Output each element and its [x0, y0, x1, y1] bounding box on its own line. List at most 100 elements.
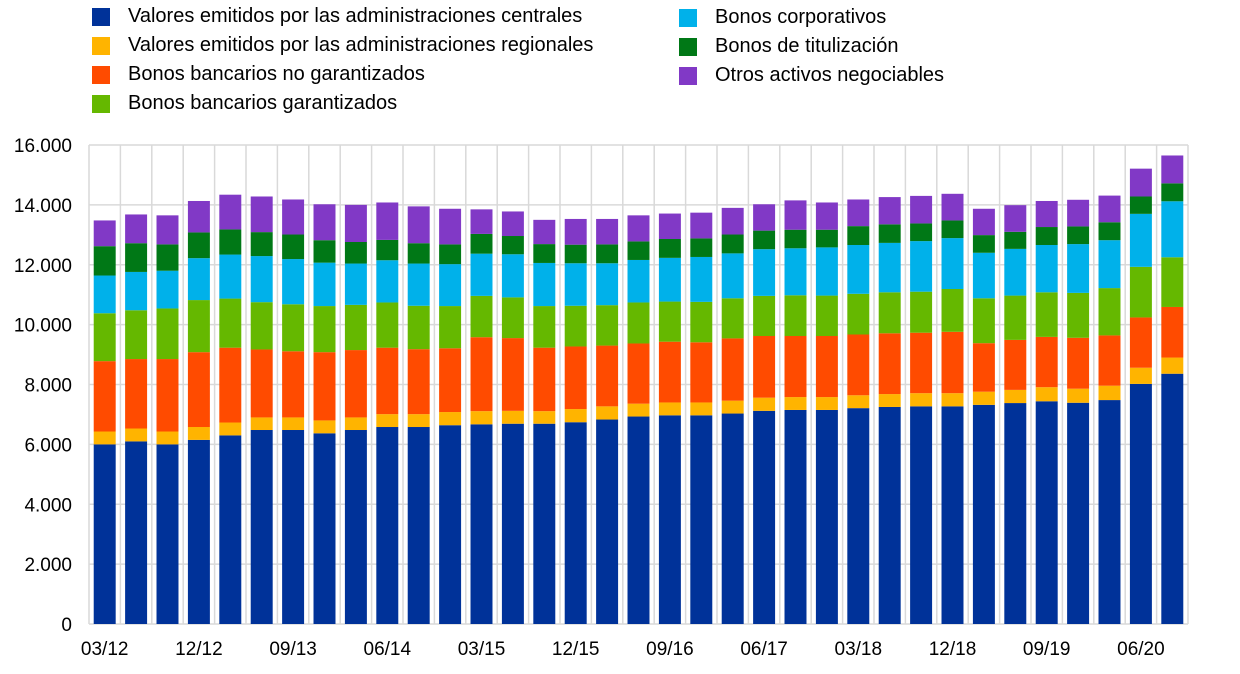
- legend-label: Bonos corporativos: [715, 6, 887, 28]
- bar-segment-09-20-s6: [1161, 155, 1184, 184]
- bar-segment-09-12-s5: [156, 244, 179, 271]
- bar-segment-03-20-s6: [1098, 195, 1121, 223]
- bar-segment-03-19-s6: [972, 208, 995, 236]
- bar-segment-06-12-s4: [125, 271, 148, 311]
- bar-segment-12-16-s6: [690, 212, 713, 239]
- bar-segment-12-19-s3: [1067, 292, 1090, 338]
- bar-segment-06-15-s3: [501, 297, 524, 339]
- y-tick-label: 16.000: [14, 136, 72, 157]
- bar-segment-03-18-s0: [847, 408, 870, 624]
- bar-segment-06-14-s2: [376, 347, 399, 415]
- bar-segment-03-15-s5: [470, 233, 493, 254]
- bar-segment-06-14-s1: [376, 414, 399, 428]
- bar-segment-06-19-s3: [1004, 295, 1027, 340]
- bar-segment-09-17-s1: [784, 397, 807, 410]
- bar-segment-06-18-s3: [878, 292, 901, 334]
- bar-segment-09-15-s6: [533, 219, 556, 245]
- bar-segment-12-18-s4: [941, 238, 964, 289]
- bar-segment-12-17-s6: [815, 202, 838, 230]
- bar-segment-12-12-s4: [187, 258, 210, 301]
- bar-segment-06-20-s3: [1129, 266, 1152, 318]
- bar-segment-06-15-s6: [501, 211, 524, 237]
- bar-segment-12-19-s2: [1067, 337, 1090, 389]
- bar-segment-12-18-s2: [941, 331, 964, 394]
- bar-segment-03-16-s5: [596, 244, 619, 264]
- bar-segment-09-16-s6: [658, 213, 681, 240]
- bar-segment-09-14-s5: [407, 243, 430, 264]
- x-tick-label: 06/14: [364, 639, 412, 660]
- bar-segment-06-13-s6: [250, 196, 273, 233]
- bar-segment-03-19-s2: [972, 343, 995, 392]
- y-tick-label: 2.000: [24, 555, 72, 576]
- y-tick-label: 10.000: [14, 316, 72, 337]
- bar-segment-09-16-s0: [658, 415, 681, 624]
- legend-label: Bonos bancarios garantizados: [128, 92, 398, 114]
- bar-segment-06-12-s5: [125, 243, 148, 272]
- bar-segment-06-16-s2: [627, 343, 650, 404]
- bar-segment-03-12-s3: [93, 313, 116, 362]
- bar-segment-06-19-s5: [1004, 231, 1027, 249]
- bar-segment-06-16-s6: [627, 215, 650, 242]
- bar-segment-12-19-s1: [1067, 388, 1090, 403]
- bar-segment-06-17-s5: [753, 230, 776, 250]
- bar-segment-09-13-s4: [282, 259, 305, 305]
- bar-segment-03-14-s0: [344, 430, 367, 624]
- bar-segment-09-16-s3: [658, 301, 681, 342]
- bar-segment-09-18-s3: [910, 291, 933, 333]
- bar-segment-06-14-s6: [376, 202, 399, 240]
- bar-segment-03-12-s2: [93, 361, 116, 432]
- bar-segment-12-16-s1: [690, 402, 713, 416]
- bar-segment-12-17-s0: [815, 409, 838, 624]
- bar-segment-09-19-s5: [1035, 227, 1058, 245]
- bar-segment-03-14-s5: [344, 241, 367, 264]
- legend-label: Bonos bancarios no garantizados: [128, 63, 425, 85]
- x-tick-label: 03/18: [835, 639, 883, 660]
- x-tick-label: 03/15: [458, 639, 506, 660]
- bar-segment-06-12-s0: [125, 441, 148, 624]
- bar-segment-06-15-s0: [501, 423, 524, 624]
- bar-segment-06-14-s3: [376, 302, 399, 348]
- bar-segment-12-12-s2: [187, 352, 210, 428]
- y-tick-label: 4.000: [24, 495, 72, 516]
- bar-segment-03-16-s2: [596, 345, 619, 407]
- bar-segment-09-17-s5: [784, 229, 807, 249]
- bar-segment-03-13-s0: [219, 435, 242, 624]
- bar-segment-03-20-s1: [1098, 385, 1121, 401]
- bar-segment-09-15-s0: [533, 423, 556, 624]
- bar-segment-06-17-s0: [753, 410, 776, 624]
- bar-segment-03-17-s5: [721, 234, 744, 254]
- bar-segment-06-18-s1: [878, 394, 901, 407]
- bar-segment-12-15-s0: [564, 422, 587, 624]
- bar-segment-09-14-s4: [407, 263, 430, 306]
- bar-segment-06-15-s4: [501, 254, 524, 298]
- x-tick-label: 03/12: [81, 639, 129, 660]
- bar-segment-09-15-s3: [533, 306, 556, 348]
- bar-segment-09-15-s1: [533, 411, 556, 424]
- bar-segment-06-15-s5: [501, 236, 524, 255]
- bar-segment-03-20-s5: [1098, 222, 1121, 241]
- bar-segment-12-13-s6: [313, 204, 336, 241]
- bar-segment-09-14-s3: [407, 305, 430, 350]
- bar-segment-03-13-s6: [219, 194, 242, 230]
- bar-segment-12-13-s5: [313, 240, 336, 263]
- legend-item-regional: Valores emitidos por las administracione…: [92, 34, 593, 57]
- legend-item-other: Otros activos negociables: [679, 64, 944, 87]
- y-tick-label: 8.000: [24, 376, 72, 397]
- bar-segment-03-19-s4: [972, 252, 995, 299]
- bar-segment-12-12-s0: [187, 439, 210, 624]
- bar-segment-12-15-s1: [564, 409, 587, 423]
- legend-swatch: [679, 66, 697, 85]
- x-tick-label: 12/12: [175, 639, 223, 660]
- bar-segment-03-14-s2: [344, 350, 367, 418]
- bar-segment-12-19-s4: [1067, 244, 1090, 293]
- bar-segment-03-17-s2: [721, 338, 744, 401]
- bar-segment-06-13-s1: [250, 417, 273, 431]
- bar-segment-09-20-s3: [1161, 257, 1184, 307]
- bar-segment-03-19-s0: [972, 404, 995, 624]
- bar-segment-03-17-s3: [721, 298, 744, 339]
- bar-segment-03-12-s0: [93, 444, 116, 624]
- bar-segment-12-14-s2: [439, 348, 462, 413]
- bar-segment-03-16-s3: [596, 305, 619, 346]
- bar-segment-03-15-s4: [470, 253, 493, 296]
- bar-segment-06-17-s1: [753, 397, 776, 411]
